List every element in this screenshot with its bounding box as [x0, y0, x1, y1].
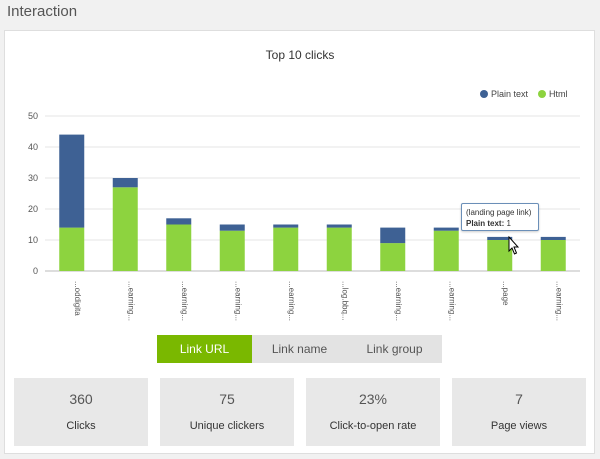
- chart-legend: Plain text Html: [480, 89, 568, 99]
- bar-segment[interactable]: [166, 224, 192, 272]
- chart-title: Top 10 clicks: [266, 48, 335, 62]
- mouse-cursor-icon: [508, 236, 520, 255]
- tab-link-url[interactable]: Link URL: [157, 335, 252, 363]
- stat-card-clicks: 360 Clicks: [14, 378, 148, 446]
- link-view-tabs: Link URL Link name Link group: [157, 335, 442, 363]
- stat-label: Click-to-open rate: [329, 420, 417, 432]
- x-tick-label: ...log.bbq...: [340, 281, 349, 321]
- legend-label: Plain text: [491, 89, 529, 99]
- bar-segment[interactable]: [219, 224, 245, 231]
- bar-segment[interactable]: [380, 227, 406, 244]
- stat-label: Page views: [490, 420, 548, 432]
- bar-segment[interactable]: [219, 230, 245, 271]
- y-tick-label: 50: [28, 111, 38, 121]
- stat-card-click-to-open: 23% Click-to-open rate: [306, 378, 440, 446]
- tooltip-label: Plain text:: [466, 219, 505, 228]
- x-tick-label: ...page: [501, 281, 510, 306]
- top-clicks-chart: Top 10 clicks 0 10 20 30 40 50 ...oddigita...…: [28, 48, 580, 321]
- bar-segment[interactable]: [59, 134, 85, 228]
- x-tick-label: ...earning...: [287, 281, 296, 321]
- stat-value: 7: [515, 391, 523, 407]
- bar-segment[interactable]: [273, 227, 299, 271]
- y-tick-label: 40: [28, 142, 38, 152]
- x-tick-label: ...earning...: [447, 281, 456, 321]
- bar-segment[interactable]: [273, 224, 299, 228]
- bar-segment[interactable]: [326, 224, 352, 228]
- bar-segment[interactable]: [112, 178, 138, 188]
- bar-segment[interactable]: [433, 227, 459, 231]
- stat-label: Clicks: [66, 420, 96, 432]
- stat-card-page-views: 7 Page views: [452, 378, 586, 446]
- y-axis: 0 10 20 30 40 50: [28, 111, 38, 276]
- bar-segment[interactable]: [487, 240, 513, 271]
- chart-bars: [59, 134, 566, 272]
- legend-marker: [480, 90, 488, 98]
- y-tick-label: 0: [33, 266, 38, 276]
- bar-segment[interactable]: [112, 187, 138, 271]
- legend-label: Html: [549, 89, 568, 99]
- tab-link-group[interactable]: Link group: [347, 335, 442, 363]
- legend-marker: [538, 90, 546, 98]
- y-tick-label: 20: [28, 204, 38, 214]
- bar-segment[interactable]: [540, 240, 566, 271]
- x-tick-label: ...earning...: [233, 281, 242, 321]
- tab-link-name[interactable]: Link name: [252, 335, 347, 363]
- tooltip-value: 1: [506, 219, 511, 228]
- stat-value: 23%: [358, 391, 388, 407]
- stat-value: 75: [219, 391, 235, 407]
- x-tick-label: ...earning...: [126, 281, 135, 321]
- tooltip-title: (landing page link): [466, 208, 532, 217]
- stat-label: Unique clickers: [189, 420, 265, 432]
- bar-segment[interactable]: [380, 243, 406, 271]
- x-tick-label: ...earning...: [394, 281, 403, 321]
- bar-segment[interactable]: [59, 227, 85, 271]
- x-tick-label: ...earning...: [180, 281, 189, 321]
- bar-segment[interactable]: [166, 218, 192, 225]
- y-tick-label: 10: [28, 235, 38, 245]
- bar-segment[interactable]: [487, 236, 513, 240]
- x-axis-labels: ...oddigita ...earning... ...earning......…: [73, 281, 564, 321]
- chart-tooltip: (landing page link) Plain text: 1: [461, 203, 539, 231]
- section-title: Interaction: [7, 3, 78, 20]
- bar-segment[interactable]: [540, 236, 566, 240]
- bar-segment[interactable]: [326, 227, 352, 271]
- x-tick-label: ...earning...: [554, 281, 563, 321]
- y-tick-label: 30: [28, 173, 38, 183]
- x-tick-label: ...oddigita: [73, 281, 82, 316]
- bar-segment[interactable]: [433, 230, 459, 271]
- stat-value: 360: [69, 391, 93, 407]
- stat-card-unique-clickers: 75 Unique clickers: [160, 378, 294, 446]
